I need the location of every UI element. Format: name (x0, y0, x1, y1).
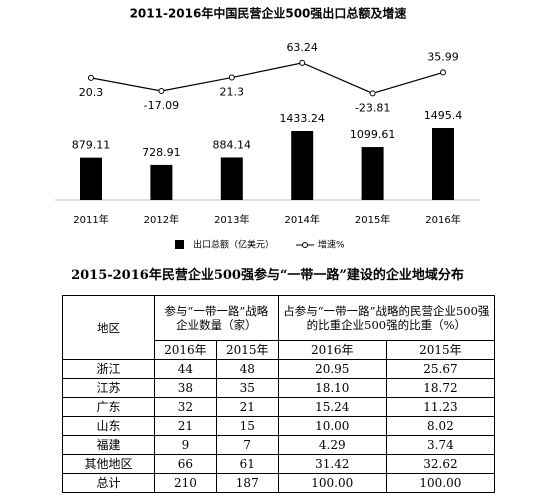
header-cell: 地区 (62, 295, 155, 360)
table-cell: 32 (154, 397, 217, 417)
bar (291, 130, 314, 200)
x-tick-label: 2016年 (425, 213, 460, 226)
legend-swatch (302, 242, 308, 248)
value-label: 21.3 (220, 86, 245, 99)
line (90, 62, 444, 94)
table-cell: 18.72 (385, 378, 496, 398)
table-cell: 8.02 (385, 416, 496, 436)
chart-title: 2011-2016年中国民营企业500强出口总额及增速 (130, 6, 407, 21)
table-cell: 210 (154, 473, 217, 493)
table-cell: 100.00 (385, 473, 496, 493)
table: 地区 参与“一带一路”战略企业数量（家） 占参与“一带一路”战略的民营企业500… (62, 295, 496, 493)
value-label: -23.81 (355, 101, 390, 114)
legend-label: 增速% (318, 239, 345, 251)
value-label: 63.24 (286, 41, 318, 54)
table-cell: 21 (215, 397, 279, 417)
table-row: 浙江 44 48 20.95 25.67 (62, 359, 496, 379)
table-cell: 15 (215, 416, 279, 436)
table-cell: 10.00 (277, 416, 387, 436)
table-row: 江苏 38 35 18.10 18.72 (62, 378, 496, 398)
table-cell: 20.95 (277, 359, 387, 379)
table-row: 总计 210 187 100.00 100.00 (62, 473, 496, 493)
header-cell: 2015年 (215, 340, 279, 360)
table-row: 其他地区 66 61 31.42 32.62 (62, 454, 496, 474)
value-label: 884.14 (213, 138, 252, 151)
table-cell: 32.62 (385, 454, 496, 474)
table-cell: 山东 (62, 416, 155, 436)
value-label: 728.91 (142, 146, 181, 159)
header-cell: 2016年 (277, 340, 387, 360)
table-cell: 15.24 (277, 397, 387, 417)
bar (150, 164, 173, 200)
value-label: -17.09 (144, 99, 179, 112)
point (158, 87, 165, 94)
value-label: 1495.4 (424, 109, 463, 122)
table-cell: 广东 (62, 397, 155, 417)
table-cell: 38 (154, 378, 217, 398)
value-label: 879.11 (72, 139, 111, 152)
table-cell: 48 (215, 359, 279, 379)
table-cell: 35 (215, 378, 279, 398)
table-cell: 21 (154, 416, 217, 436)
point (440, 69, 446, 76)
value-label: 35.99 (427, 50, 459, 63)
header-cell: 2015年 (385, 340, 496, 360)
legend-swatch (175, 240, 184, 249)
table-cell: 44 (154, 359, 217, 379)
point (299, 59, 306, 66)
table-cell: 100.00 (277, 473, 387, 493)
table-cell: 7 (215, 435, 279, 455)
table-row: 福建 9 7 4.29 3.74 (62, 435, 496, 455)
table-row: 山东 21 15 10.00 8.02 (62, 416, 496, 436)
point (228, 74, 235, 81)
table-cell: 其他地区 (62, 454, 155, 474)
table-cell: 66 (154, 454, 217, 474)
table-cell: 31.42 (277, 454, 387, 474)
bar (361, 147, 384, 200)
header-cell: 2016年 (154, 340, 217, 360)
header-cell: 参与“一带一路”战略企业数量（家） (154, 295, 279, 341)
header-row: 2016年 2015年 2016年 2015年 (63, 340, 496, 360)
table-cell: 9 (154, 435, 217, 455)
value-label: 20.3 (79, 86, 104, 99)
table-cell: 江苏 (62, 378, 155, 398)
table-cell: 浙江 (62, 359, 155, 379)
table-cell: 3.74 (385, 435, 496, 455)
point (369, 90, 376, 97)
bar (432, 128, 454, 200)
value-label: 1099.61 (350, 128, 396, 141)
x-tick-label: 2015年 (355, 213, 390, 226)
chart: 2011-2016年中国民营企业500强出口总额及增速 879.11 728.91… (55, 6, 480, 251)
table-cell: 18.10 (277, 378, 387, 398)
legend-label: 出口总额（亿美元） (193, 239, 274, 251)
table-row: 广东 32 21 15.24 11.23 (62, 397, 496, 417)
table-cell: 11.23 (385, 397, 496, 417)
x-tick-label: 2013年 (214, 213, 249, 226)
table-cell: 4.29 (277, 435, 387, 455)
table-cell: 25.67 (385, 359, 496, 379)
point (88, 74, 94, 81)
header-cell: 占参与“一带一路”战略的民营企业500强的比重企业500强的比重（%） (277, 295, 496, 341)
table-cell: 187 (215, 473, 279, 493)
bar (220, 157, 243, 200)
table-cell: 福建 (62, 435, 155, 455)
value-label: 1433.24 (279, 112, 325, 125)
x-tick-label: 2012年 (144, 213, 179, 226)
x-tick-label: 2011年 (73, 213, 108, 226)
bar (80, 157, 102, 200)
table-title: 2015-2016年民营企业500强参与“一带一路”建设的企业地域分布 (71, 268, 464, 283)
table-cell: 61 (215, 454, 279, 474)
x-tick-label: 2014年 (284, 213, 319, 226)
table-cell: 总计 (62, 473, 155, 493)
